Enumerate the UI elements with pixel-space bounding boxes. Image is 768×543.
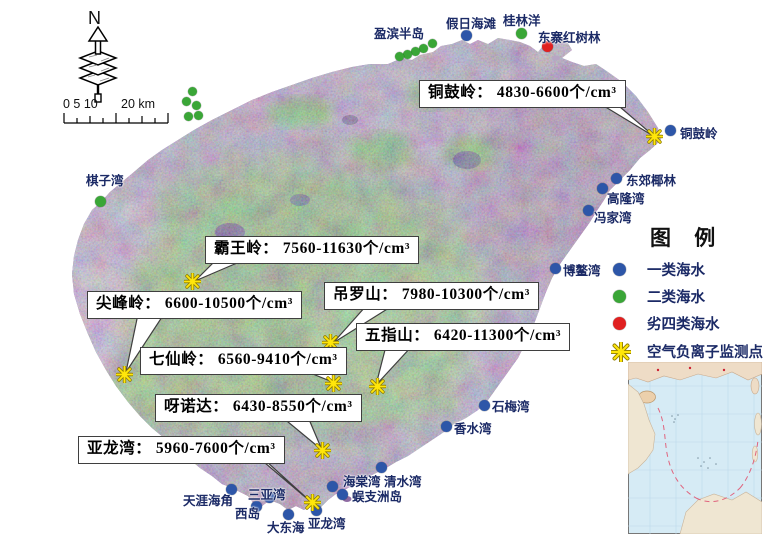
place-label-tianyahaijiao: 天涯海角	[183, 494, 234, 508]
seawater-dot-blue	[311, 505, 322, 516]
place-label-sanyawan: 三亚湾	[248, 488, 286, 502]
seawater-dot-green	[419, 44, 428, 53]
place-label-fengjiawan: 冯家湾	[594, 211, 632, 225]
legend-monitoring-point-icon	[611, 342, 631, 362]
north-label: N	[88, 8, 101, 28]
seawater-dot-blue	[597, 183, 608, 194]
callout-diaoluoshan: 吊罗山： 7980-10300个/cm³	[324, 282, 540, 310]
place-label-dadonghai: 大东海	[267, 521, 305, 535]
seawater-dot-blue	[251, 501, 262, 512]
monitoring-point-icon	[646, 128, 663, 145]
islet-north	[552, 55, 560, 61]
callout-tongguling: 铜鼓岭： 4830-6600个/cm³	[419, 80, 626, 108]
place-label-dongjiao: 东郊椰林	[626, 174, 677, 188]
seawater-dot-blue	[461, 30, 472, 41]
seawater-dot-blue	[337, 489, 348, 500]
place-label-wuzhizhou: 蜈支洲岛	[352, 490, 403, 504]
legend-label-class1: 一类海水	[647, 263, 705, 279]
scale-text-right: 20 km	[121, 97, 156, 111]
seawater-dot-blue	[665, 125, 676, 136]
place-label-qingshuiwan: 清水湾	[384, 475, 422, 489]
seawater-dot-blue	[283, 509, 294, 520]
legend-dot-class4-icon	[613, 317, 626, 330]
seawater-dot-green	[95, 196, 106, 207]
place-label-yalongwan: 亚龙湾	[308, 517, 346, 531]
seawater-dot-green	[182, 97, 191, 106]
place-label-haitangwan: 海棠湾	[343, 475, 381, 489]
monitoring-point-icon	[325, 375, 342, 392]
place-label-dongzhai: 东寨红树林	[538, 31, 601, 45]
monitoring-point-icon	[304, 494, 321, 511]
seawater-dot-green	[194, 111, 203, 120]
legend-dot-class1-icon	[613, 263, 626, 276]
callout-jianfengling: 尖峰岭： 6600-10500个/cm³	[87, 291, 303, 319]
place-label-shimeiwan: 石梅湾	[492, 400, 530, 414]
scale-bar-ruler	[63, 113, 169, 124]
callout-qixianling: 七仙岭： 6560-9410个/cm³	[140, 347, 347, 375]
seawater-dot-blue	[611, 173, 622, 184]
place-label-guilinyang: 桂林洋	[503, 14, 541, 28]
callout-yanuoda: 呀诺达： 6430-8550个/cm³	[155, 394, 362, 422]
seawater-dot-green	[428, 39, 437, 48]
callout-yalongwan: 亚龙湾： 5960-7600个/cm³	[78, 436, 285, 464]
compass-icon	[77, 26, 119, 103]
callout-wuzhishan: 五指山： 6420-11300个/cm³	[356, 323, 571, 351]
legend-label-class4: 劣四类海水	[647, 317, 720, 333]
seawater-dot-blue	[550, 263, 561, 274]
place-label-yingbin: 盈滨半岛	[374, 27, 425, 41]
seawater-dot-green	[188, 87, 197, 96]
place-label-tongguling: 铜鼓岭	[680, 127, 718, 141]
place-label-xidao: 西岛	[235, 507, 261, 521]
seawater-dot-blue	[479, 400, 490, 411]
seawater-dot-blue	[264, 492, 275, 503]
legend-dot-class2-icon	[613, 290, 626, 303]
scale-text-left: 0 5 10	[63, 97, 98, 111]
place-label-boaowan: 博鳌湾	[563, 264, 601, 278]
seawater-dot-green	[192, 101, 201, 110]
place-label-qiziwan: 棋子湾	[86, 174, 124, 188]
legend-title: 图 例	[650, 226, 725, 250]
seawater-dot-green	[516, 28, 527, 39]
place-label-jiarihaitan: 假日海滩	[446, 17, 497, 31]
seawater-dot-green	[403, 50, 412, 59]
seawater-dot-green	[184, 112, 193, 121]
legend-label-class2: 二类海水	[647, 290, 705, 306]
place-label-xiangshuiwan: 香水湾	[454, 422, 492, 436]
monitoring-point-icon	[322, 334, 339, 351]
callout-bawangling: 霸王岭： 7560-11630个/cm³	[205, 236, 420, 264]
place-label-gaolongwan: 高隆湾	[607, 192, 645, 206]
legend-label-monitoring: 空气负离子监测点	[647, 345, 763, 361]
seawater-dot-blue	[441, 421, 452, 432]
monitoring-point-icon	[314, 442, 331, 459]
seawater-dot-blue	[327, 481, 338, 492]
seawater-dot-blue	[583, 205, 594, 216]
seawater-dot-red	[542, 41, 553, 52]
seawater-dot-green	[395, 52, 404, 61]
seawater-dot-blue	[226, 484, 237, 495]
seawater-dot-green	[411, 47, 420, 56]
monitoring-point-icon	[184, 273, 201, 290]
inset-map-south-china-sea	[628, 362, 762, 534]
monitoring-point-icon	[116, 366, 133, 383]
seawater-dot-blue	[376, 462, 387, 473]
monitoring-point-icon	[369, 378, 386, 395]
